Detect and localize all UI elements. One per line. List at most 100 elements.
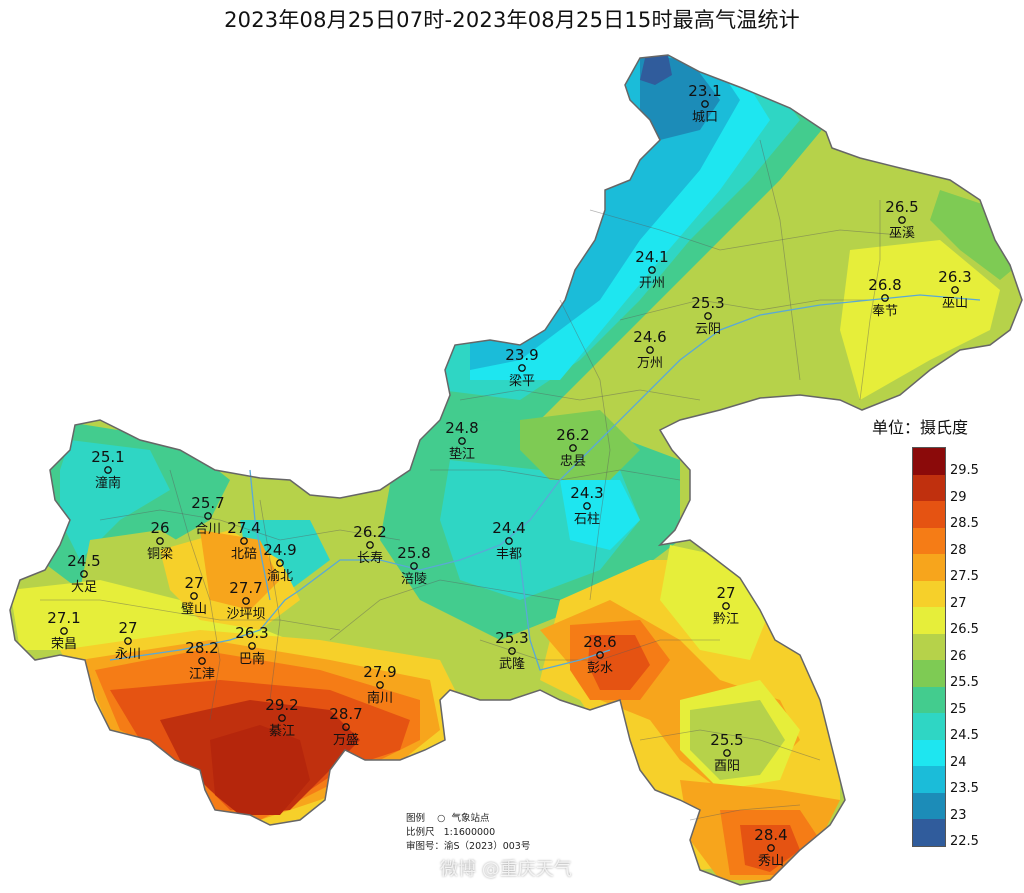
station-dot <box>569 444 577 452</box>
approval-value: 渝S（2023）003号 <box>444 841 531 852</box>
legend-swatch <box>913 739 945 766</box>
legend-swatch <box>913 607 945 634</box>
station-name: 万盛 <box>333 733 359 748</box>
station-marker: 27.4 北碚 <box>227 519 260 562</box>
station-name: 綦江 <box>269 724 295 739</box>
station-value: 25.3 <box>691 294 724 312</box>
station-dot <box>518 364 526 372</box>
station-value: 28.6 <box>583 633 616 651</box>
approval-caption: 审图号： <box>406 841 445 852</box>
station-dot <box>198 657 206 665</box>
station-marker: 27.9 南川 <box>363 663 396 706</box>
legend-swatch <box>913 580 945 607</box>
station-marker: 25.3 武隆 <box>495 629 528 672</box>
legend-label: 29 <box>950 489 967 505</box>
station-name: 荣昌 <box>51 637 77 652</box>
station-marker: 27 黔江 <box>713 584 739 627</box>
station-marker: 28.7 万盛 <box>329 705 362 748</box>
legend-label: 25.5 <box>950 675 979 690</box>
station-marker: 27.1 荣昌 <box>47 609 80 652</box>
station-dot <box>458 437 466 445</box>
legend-label: 29.5 <box>950 463 979 478</box>
station-name: 彭水 <box>587 661 613 676</box>
station-name: 涪陵 <box>401 572 427 587</box>
legend-label: 25 <box>950 701 967 717</box>
legend-swatch <box>913 474 945 501</box>
station-dot <box>646 346 654 354</box>
station-name: 万州 <box>637 356 663 371</box>
station-name: 巴南 <box>239 651 265 667</box>
station-value: 25.3 <box>495 629 528 647</box>
legend-swatch <box>913 554 945 581</box>
station-marker: 24.5 大足 <box>67 552 100 595</box>
station-value: 27.7 <box>229 579 262 597</box>
legend-swatch <box>913 501 945 528</box>
station-value: 26.5 <box>885 198 918 216</box>
station-name: 垫江 <box>449 446 475 462</box>
station-dot <box>508 647 516 655</box>
legend-title: 单位：摄氏度 <box>872 418 969 437</box>
station-dot <box>80 570 88 578</box>
station-name: 酉阳 <box>714 759 740 774</box>
station-marker: 27.7 沙坪坝 <box>226 579 265 622</box>
station-value: 24.9 <box>263 541 296 559</box>
legend-label: 26 <box>950 648 967 664</box>
legend-label: 27 <box>950 595 967 611</box>
station-value: 27.4 <box>227 519 260 537</box>
station-name: 巫溪 <box>889 226 915 241</box>
station-value: 25.5 <box>710 731 743 749</box>
station-name: 奉节 <box>872 304 898 319</box>
station-dot <box>505 537 513 545</box>
legend-swatch <box>913 766 945 793</box>
station-dot <box>951 286 959 294</box>
station-dot <box>60 627 68 635</box>
station-name: 丰都 <box>496 547 522 562</box>
station-marker: 28.4 秀山 <box>754 826 787 869</box>
station-dot <box>648 266 656 274</box>
station-name: 巫山 <box>942 296 968 311</box>
station-name: 大足 <box>71 580 97 595</box>
station-marker: 25.7 合川 <box>191 494 224 537</box>
station-value: 28.2 <box>185 639 218 657</box>
station-marker: 25.5 酉阳 <box>710 731 743 774</box>
station-marker: 23.9 梁平 <box>505 346 538 389</box>
legend-label: 26.5 <box>950 622 979 637</box>
map-info: 图例 ○ 气象站点 比例尺 1:1600000 审图号：渝S（2023）003号 <box>406 812 530 854</box>
legend-color-bar <box>912 447 946 847</box>
legend-swatch <box>913 792 945 819</box>
legend-swatch <box>913 660 945 687</box>
station-value: 26.3 <box>235 624 268 642</box>
legend-label: 23 <box>950 807 967 823</box>
station-value: 29.2 <box>265 696 298 714</box>
station-marker: 29.2 綦江 <box>265 696 298 739</box>
station-dot <box>104 466 112 474</box>
temperature-contours <box>10 55 1022 885</box>
station-dot <box>242 597 250 605</box>
station-marker: 27 永川 <box>115 619 141 662</box>
station-marker: 24.3 石柱 <box>570 484 603 527</box>
county-boundaries <box>40 139 901 821</box>
station-value: 27 <box>716 584 735 602</box>
station-dot <box>376 681 384 689</box>
legend-swatch <box>913 633 945 660</box>
station-value: 28.4 <box>754 826 787 844</box>
station-dot <box>342 723 350 731</box>
station-marker: 28.2 江津 <box>185 639 218 682</box>
station-marker: 28.6 彭水 <box>583 633 616 676</box>
station-value: 25.8 <box>397 544 430 562</box>
station-dot <box>278 714 286 722</box>
station-dot <box>366 541 374 549</box>
scale-value: 1:1600000 <box>443 827 496 838</box>
station-dot <box>704 312 712 320</box>
legend-swatch <box>913 819 945 846</box>
station-marker: 24.6 万州 <box>633 328 666 371</box>
station-name: 沙坪坝 <box>226 607 265 622</box>
rivers <box>109 294 981 671</box>
station-name: 开州 <box>639 276 665 291</box>
station-name: 武隆 <box>499 657 525 672</box>
legend-swatch <box>913 713 945 740</box>
station-marker: 26.2 长寿 <box>353 523 386 566</box>
station-marker: 23.1 城口 <box>688 82 721 125</box>
watermark: 微博 @重庆天气 <box>440 859 572 880</box>
